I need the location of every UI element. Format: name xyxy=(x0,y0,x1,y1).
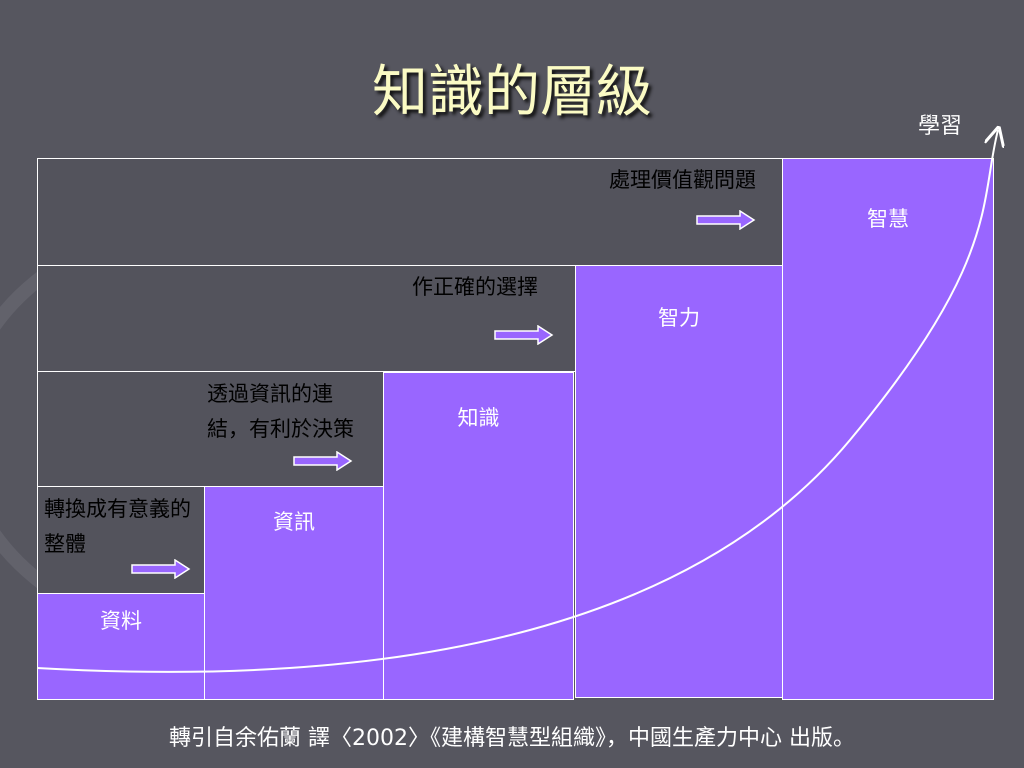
arrow-right-icon xyxy=(494,325,554,345)
transition-info-to-knowledge: 透過資訊的連結，有利於決策 xyxy=(207,382,354,441)
level-knowledge-label: 知識 xyxy=(457,406,500,430)
level-information-label: 資訊 xyxy=(273,510,315,534)
arrow-right-icon xyxy=(696,210,756,230)
level-data-label: 資料 xyxy=(100,609,142,633)
level-intelligence-label: 智力 xyxy=(658,306,700,330)
citation-footer: 轉引自余佑蘭 譯〈2002〉《建構智慧型組織》，中國生產力中心 出版。 xyxy=(169,726,855,751)
page-title: 知識的層級 xyxy=(372,60,652,125)
arrow-right-icon xyxy=(131,559,191,579)
transition-intelligence-to-wisdom: 處理價值觀問題 xyxy=(609,168,756,192)
learning-label: 學習 xyxy=(918,114,963,139)
level-wisdom xyxy=(782,158,994,700)
transition-knowledge-to-intelligence: 作正確的選擇 xyxy=(412,275,538,299)
level-wisdom-label: 智慧 xyxy=(867,207,909,231)
transition-data-to-info: 轉換成有意義的整體 xyxy=(44,497,191,556)
arrow-right-icon xyxy=(293,451,353,471)
